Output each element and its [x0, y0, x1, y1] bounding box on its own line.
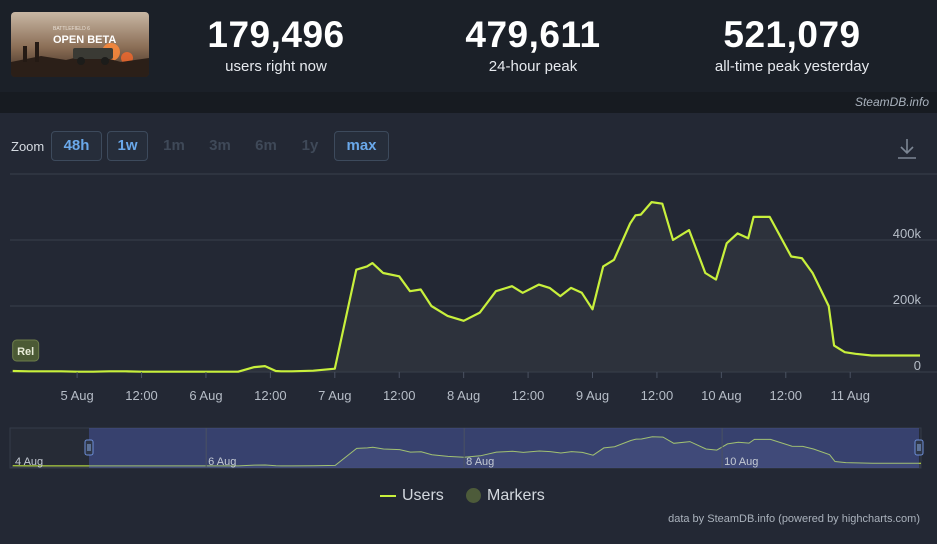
credit-strip [0, 92, 937, 113]
game-thumbnail-art: BATTLEFIELD 6 OPEN BETA [11, 12, 149, 77]
release-marker-label: Rel [17, 346, 34, 358]
player-count-chart[interactable]: 0 200k 400k 5 Aug 12:00 6 Aug 12:00 7 Aug 12:00… [0, 113, 937, 544]
x-tick-label: 12:00 [512, 388, 545, 403]
download-icon[interactable] [896, 137, 918, 161]
stat-current-users: 179,496 users right now [190, 14, 362, 76]
game-thumbnail[interactable]: BATTLEFIELD 6 OPEN BETA [11, 12, 149, 77]
zoom-label: Zoom [11, 139, 45, 154]
x-tick-label: 5 Aug [60, 388, 93, 403]
legend-item-markers[interactable]: Markers [466, 487, 545, 505]
legend-circle-icon [466, 488, 481, 504]
stat-value: 179,496 [207, 14, 345, 55]
legend-item-users[interactable]: Users [380, 487, 444, 505]
highcharts-credit[interactable]: data by SteamDB.info (powered by highcha… [668, 513, 920, 525]
steamdb-credit[interactable]: SteamDB.info [854, 95, 929, 109]
stat-label: users right now [225, 58, 327, 75]
x-tick-label: 12:00 [254, 388, 287, 403]
x-axis: 5 Aug 12:00 6 Aug 12:00 7 Aug 12:00 8 Aug 12:00… [60, 372, 870, 403]
x-tick-label: 12:00 [770, 388, 803, 403]
x-tick-label: 12:00 [125, 388, 158, 403]
navigator-label: 8 Aug [466, 456, 494, 468]
zoom-1m-button[interactable]: 1m [163, 137, 185, 154]
banner-text: OPEN BETA [53, 34, 116, 46]
release-marker [12, 339, 40, 362]
series-area-fill [12, 202, 920, 372]
y-axis: 0 200k 400k [893, 226, 922, 373]
navigator-label: 4 Aug [15, 456, 43, 468]
chart-panel [0, 113, 937, 544]
x-tick-label: 12:00 [641, 388, 674, 403]
zoom-max-button[interactable]: max [334, 131, 389, 161]
stat-label: all-time peak yesterday [714, 58, 870, 75]
y-tick-label: 400k [893, 226, 922, 241]
svg-text:BATTLEFIELD 6: BATTLEFIELD 6 [53, 26, 90, 32]
zoom-3m-button[interactable]: 3m [209, 137, 231, 154]
navigator-area [10, 436, 921, 468]
legend-label: Users [402, 487, 444, 504]
navigator-label: 6 Aug [208, 456, 236, 468]
stat-value: 521,079 [723, 14, 861, 55]
stat-value: 479,611 [465, 14, 601, 55]
series-line-users [12, 201, 920, 373]
x-tick-label: 7 Aug [318, 388, 351, 403]
x-tick-label: 10 Aug [701, 388, 742, 403]
navigator-selection [89, 428, 919, 468]
zoom-48h-button[interactable]: 48h [51, 131, 102, 161]
stat-24h-peak: 479,611 24-hour peak [447, 14, 619, 76]
chart-markers[interactable]: Rel [12, 339, 40, 362]
stat-label: 24-hour peak [488, 58, 578, 75]
navigator-label: 10 Aug [724, 456, 758, 468]
legend-label: Markers [487, 487, 545, 504]
chart-series-line [12, 201, 920, 373]
navigator[interactable]: 4 Aug 6 Aug 8 Aug 10 Aug [9, 427, 924, 469]
zoom-1y-button[interactable]: 1y [301, 137, 319, 154]
x-tick-label: 8 Aug [447, 388, 480, 403]
navigator-line [12, 436, 921, 467]
stat-all-time-peak: 521,079 all-time peak yesterday [695, 14, 889, 76]
x-tick-label: 9 Aug [576, 388, 609, 403]
zoom-6m-button[interactable]: 6m [255, 137, 277, 154]
x-tick-label: 12:00 [383, 388, 416, 403]
zoom-1w-button[interactable]: 1w [107, 131, 148, 161]
x-tick-label: 6 Aug [189, 388, 222, 403]
x-tick-label: 11 Aug [830, 388, 870, 403]
navigator-handle[interactable] [914, 439, 924, 456]
y-tick-label: 0 [914, 358, 921, 373]
navigator-handle[interactable] [84, 439, 94, 456]
stats-header: BATTLEFIELD 6 OPEN BETA 179,496 users ri… [0, 0, 937, 92]
legend-line-icon [380, 494, 396, 497]
chart-area [12, 202, 920, 372]
y-tick-label: 200k [893, 292, 922, 307]
